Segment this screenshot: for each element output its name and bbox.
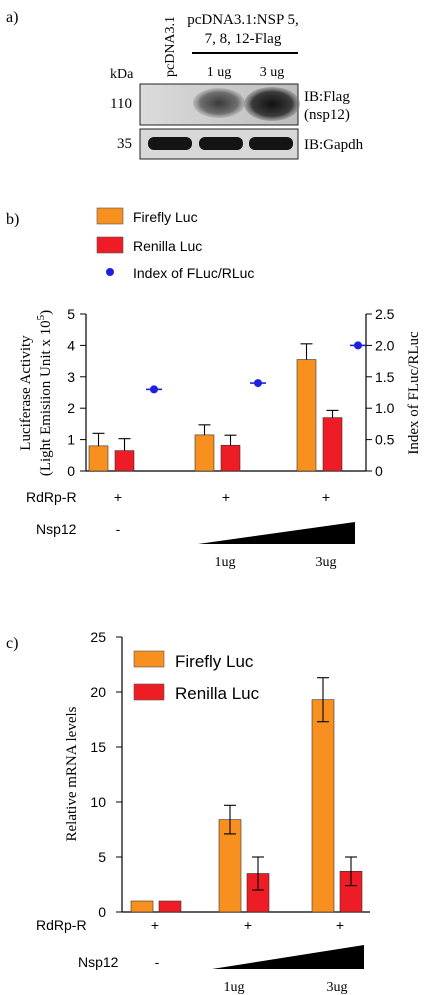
- band-gapdh-1: [148, 137, 192, 150]
- dose-3ug-label: 3 ug: [260, 65, 285, 80]
- b-bar-renilla: [220, 444, 241, 472]
- blot-flag-label-line2: (nsp12): [304, 107, 350, 123]
- panel-b-label: b): [6, 211, 19, 228]
- c-ytick-label: 5: [98, 849, 106, 865]
- c-row-rdrp-value: +: [336, 917, 344, 933]
- legend-c: Firefly Luc Renilla Luc: [133, 650, 260, 703]
- b-left-ticks: 0 1 2 3 4 5: [67, 306, 86, 479]
- c-ytick-label: 0: [98, 904, 106, 920]
- b-bars: [88, 341, 366, 472]
- blot-flag-label-line1: IB:Flag: [304, 89, 350, 105]
- b-dose-1ug: 1ug: [215, 555, 236, 570]
- b-index-point: [354, 341, 362, 350]
- b-ytick-label: 0: [67, 463, 75, 479]
- legend-c-firefly-label: Firefly Luc: [175, 652, 254, 671]
- b-y2tick-label: 0.5: [375, 432, 395, 448]
- b-index-point: [150, 385, 158, 394]
- b-y2label: Index of FLuc/RLuc: [406, 331, 422, 455]
- b-right-ticks: 0 0.5 1.0 1.5 2.0 2.5: [366, 306, 395, 479]
- group-label-line1: pcDNA3.1:NSP 5,: [187, 12, 299, 28]
- b-row-rdrp-value: +: [322, 489, 330, 505]
- panel-a-label: a): [6, 9, 18, 26]
- panel-c: c) Firefly Luc Renilla Luc 0 5 10 15 20 …: [6, 629, 370, 995]
- b-ylabel-line1: Luciferase Activity: [18, 335, 34, 451]
- band-flag-3ug: [244, 87, 300, 121]
- c-row-rdrp-value: +: [151, 917, 159, 933]
- c-ytick-label: 20: [90, 684, 106, 700]
- b-y2tick-label: 2.5: [375, 306, 395, 322]
- c-dose-3ug: 3ug: [327, 980, 348, 995]
- b-bar-firefly: [296, 359, 317, 472]
- c-dose-1ug: 1ug: [224, 980, 245, 995]
- legend-b-renilla-label: Renilla Luc: [133, 238, 202, 254]
- group-label-line2: 7, 8, 12-Flag: [205, 31, 282, 47]
- c-ytick-label: 25: [90, 629, 106, 645]
- b-bar-renilla: [114, 450, 135, 472]
- b-bar-firefly: [88, 445, 109, 472]
- c-ytick-label: 15: [90, 739, 106, 755]
- band-gapdh-3: [249, 137, 293, 150]
- c-row-nsp12-minus: -: [155, 954, 160, 970]
- c-row-rdrp-label: RdRp-R: [36, 917, 87, 933]
- lane-pcdna-label: pcDNA3.1: [163, 16, 178, 77]
- c-ylabel: Relative mRNA levels: [64, 706, 80, 841]
- b-bar-renilla: [322, 417, 343, 472]
- b-ylabel-line2: (Light Emisiion Unit x 105): [35, 310, 54, 476]
- b-y2tick-label: 2.0: [375, 337, 395, 353]
- c-dose-wedge: [212, 945, 364, 969]
- b-y2tick-label: 1.5: [375, 369, 395, 385]
- b-row-rdrp-label: RdRp-R: [26, 489, 77, 505]
- b-row-nsp12-minus: -: [116, 521, 121, 537]
- blot-flag: [139, 83, 300, 126]
- b-ytick-label: 2: [67, 400, 75, 416]
- c-row-nsp12-label: Nsp12: [78, 954, 119, 970]
- b-row-nsp12-label: Nsp12: [36, 521, 77, 537]
- c-bar-firefly: [311, 699, 335, 913]
- c-row-rdrp-value: +: [244, 917, 252, 933]
- kda-label: kDa: [110, 67, 134, 82]
- legend-b-index-label: Index of FLuc/RLuc: [133, 265, 254, 281]
- b-bar-firefly: [194, 434, 215, 472]
- marker-110-label: 110: [110, 96, 132, 112]
- legend-c-firefly-swatch: [133, 650, 165, 668]
- panel-b: b) Firefly Luc Renilla Luc Index of FLuc…: [6, 207, 422, 570]
- c-bar-renilla: [158, 900, 182, 913]
- dose-1ug-label: 1 ug: [207, 65, 232, 80]
- b-ytick-label: 5: [67, 306, 75, 322]
- b-ytick-label: 1: [67, 432, 75, 448]
- panel-a: a) pcDNA3.1 pcDNA3.1:NSP 5, 7, 8, 12-Fla…: [6, 9, 364, 160]
- legend-b-firefly-label: Firefly Luc: [133, 209, 198, 225]
- b-y2tick-label: 1.0: [375, 400, 395, 416]
- b-ytick-label: 3: [67, 369, 75, 385]
- legend-c-renilla-label: Renilla Luc: [175, 684, 260, 703]
- b-y2tick-label: 0: [375, 463, 383, 479]
- c-bar-firefly: [130, 900, 154, 913]
- legend-b-firefly-swatch: [96, 207, 124, 225]
- legend-b: Firefly Luc Renilla Luc Index of FLuc/RL…: [96, 207, 254, 281]
- band-gapdh-2: [199, 137, 243, 150]
- legend-c-renilla-swatch: [133, 683, 165, 701]
- b-index-point: [254, 379, 262, 388]
- blot-gapdh: [139, 128, 299, 160]
- b-row-rdrp-value: +: [222, 489, 230, 505]
- b-row-rdrp-value: +: [114, 489, 122, 505]
- c-ytick-label: 10: [90, 794, 106, 810]
- marker-35-label: 35: [117, 136, 132, 152]
- c-bars: [130, 677, 363, 913]
- c-left-ticks: 0 5 10 15 20 25: [90, 629, 122, 920]
- b-dose-wedge: [198, 522, 355, 544]
- b-ytick-label: 4: [67, 337, 75, 353]
- blot-gapdh-label: IB:Gapdh: [304, 137, 364, 153]
- band-flag-1ug: [193, 88, 245, 118]
- panel-c-label: c): [6, 635, 18, 652]
- legend-b-index-marker: [106, 268, 114, 276]
- legend-b-renilla-swatch: [96, 236, 124, 254]
- b-dose-3ug: 3ug: [316, 555, 337, 570]
